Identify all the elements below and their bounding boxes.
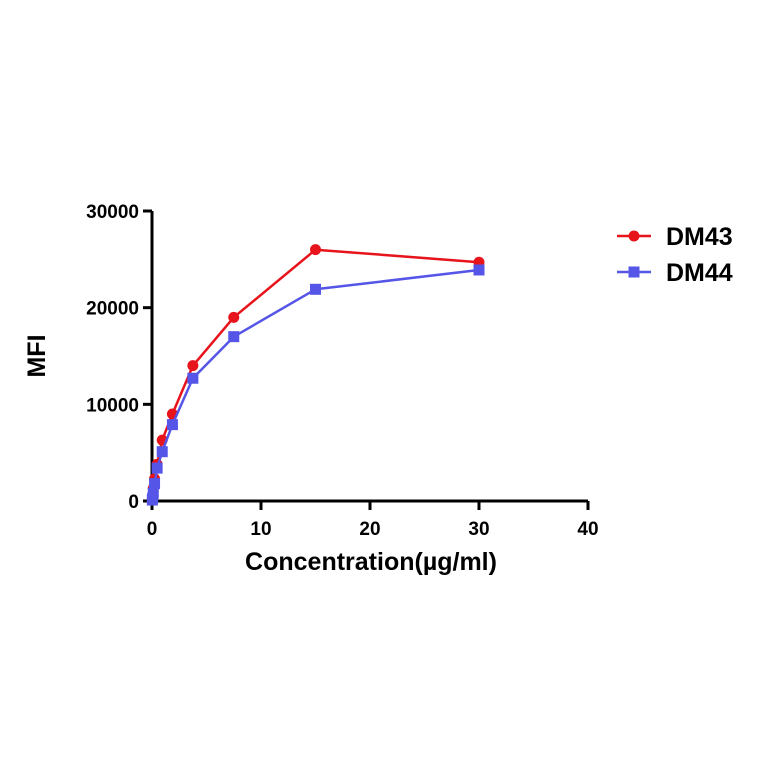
data-point-dm44: [228, 331, 240, 343]
y-tick-label: 20000: [86, 299, 139, 320]
x-axis-title: Concentration(µg/ml): [245, 548, 497, 576]
legend-marker-dm43: [628, 230, 640, 242]
legend-marker-dm44: [628, 266, 640, 278]
legend-label-dm44: DM44: [666, 259, 733, 287]
y-tick-label: 30000: [86, 202, 139, 223]
data-point-dm44: [310, 283, 321, 295]
y-axis-title: MFI: [23, 334, 51, 377]
data-point-dm44: [187, 372, 199, 384]
y-tick-label: 0: [128, 492, 139, 513]
data-point-dm43: [310, 244, 321, 256]
data-point-dm44: [147, 487, 159, 499]
legend-label-dm43: DM43: [666, 223, 733, 251]
series-line-dm44: [151, 268, 480, 501]
data-point-dm44: [473, 264, 485, 276]
data-point-dm43: [187, 360, 199, 372]
data-point-dm44: [149, 478, 161, 490]
data-point-dm44: [156, 446, 168, 458]
x-tick-label: 30: [468, 519, 489, 540]
data-point-dm44: [151, 462, 163, 474]
legend-item-dm43: DM43: [617, 223, 733, 251]
x-tick-label: 10: [250, 519, 271, 540]
series-dm44: [146, 264, 485, 506]
x-tick-label: 0: [147, 519, 158, 540]
axes: 0 10000 20000 30000 0 10 20 30 40: [86, 202, 598, 540]
x-tick-label: 40: [577, 519, 598, 540]
legend: DM43 DM44: [617, 223, 733, 287]
data-point-dm43: [228, 311, 240, 323]
y-tick-label: 10000: [86, 395, 139, 416]
x-tick-label: 20: [359, 519, 380, 540]
legend-item-dm44: DM44: [617, 259, 733, 287]
data-point-dm44: [166, 419, 178, 431]
series-layer: [146, 244, 485, 506]
